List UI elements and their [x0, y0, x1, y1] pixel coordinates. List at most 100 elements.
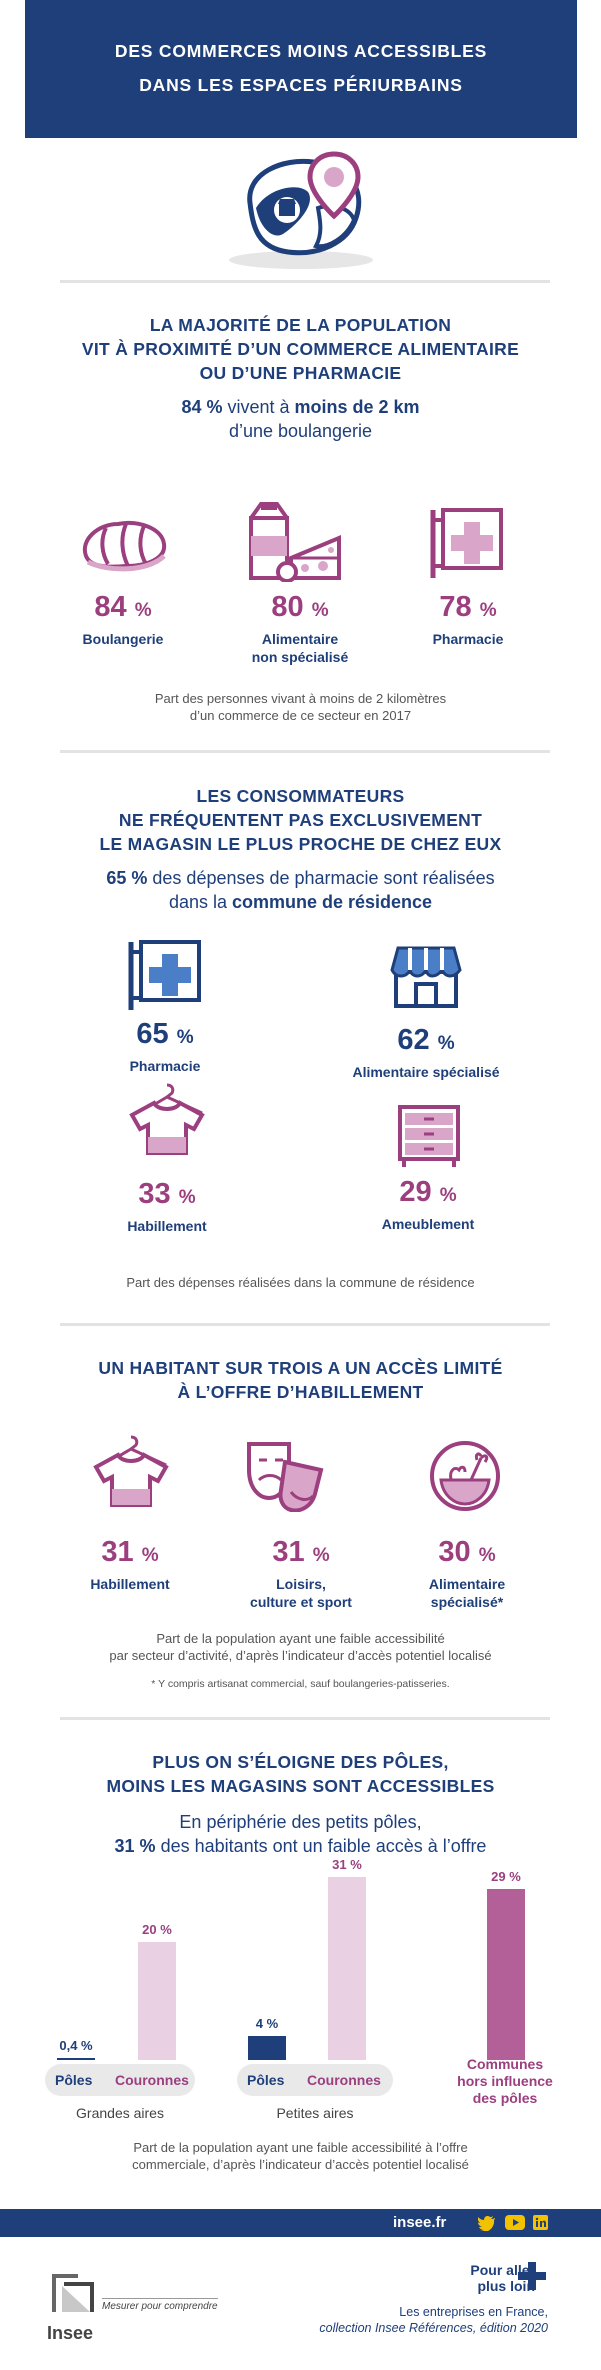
section4-subtitle: En périphérie des petits pôles, 31 % des… [40, 1810, 561, 1858]
twitter-icon[interactable] [478, 2215, 496, 2231]
bar-communes-hors-influence [487, 1888, 525, 2060]
section2-title: LES CONSOMMATEURS NE FRÉQUENTENT PAS EXC… [40, 784, 561, 856]
category-pill-grandes-aires: Pôles Couronnes [45, 2064, 195, 2096]
category-label-line: Communes [466, 2056, 544, 2072]
stat-label: Pharmacie [432, 631, 504, 647]
stat-label: Alimentaire spécialisé [352, 1064, 500, 1080]
dresser-icon [398, 1105, 460, 1167]
stat-pharmacie: 78 % Pharmacie [378, 590, 558, 648]
stat-boulangerie: 84 % Boulangerie [33, 590, 213, 648]
stat-value: 62 % [336, 1023, 516, 1061]
stat-unit: % [178, 1187, 196, 1208]
pharmacy-sign-icon [128, 940, 201, 1010]
stat-label: Pharmacie [129, 1058, 201, 1074]
stat-alimentaire-specialise-acces: 30 % Alimentaire spécialisé* [377, 1535, 557, 1611]
insee-tagline: Mesurer pour comprendre [102, 2298, 218, 2312]
group-label-grandes-aires: Grandes aires [76, 2105, 164, 2121]
more-info-line: plus loin [477, 2278, 535, 2294]
section3-caption: Part de la population ayant une faible a… [40, 1630, 561, 1664]
section1-subtitle: 84 % vivent à moins de 2 km d’une boulan… [40, 395, 561, 443]
bar-value-label: 4 % [255, 2016, 279, 2032]
category-label-communes: Communes hors influence des pôles [435, 2056, 575, 2107]
subtitle-highlight: moins de 2 km [294, 397, 420, 417]
subtitle-highlight: commune de résidence [231, 892, 433, 912]
stat-value: 84 % [33, 590, 213, 628]
stat-number: 29 [399, 1176, 432, 1208]
bar-petites-poles [248, 2036, 286, 2060]
stat-loisirs: 31 % Loisirs, culture et sport [211, 1535, 391, 1611]
section2-subtitle: 65 % des dépenses de pharmacie sont réal… [40, 866, 561, 914]
reference-line: collection Insee Références, édition 202… [319, 2321, 548, 2335]
caption-line: par secteur d’activité, d’après l’indica… [109, 1648, 492, 1663]
section3-title-line: À L’OFFRE D’HABILLEMENT [177, 1382, 424, 1402]
divider [60, 1717, 550, 1720]
stat-label: Ameublement [381, 1216, 475, 1232]
bar-petites-couronnes [328, 1877, 366, 2060]
stat-number: 31 [272, 1536, 305, 1568]
stat-number: 31 [101, 1536, 134, 1568]
bar-value-label: 0,4 % [59, 2037, 93, 2053]
accessibility-bar-chart: 0,4 % 20 % 4 % 31 % 29 % Pôles Couronnes… [0, 1857, 601, 2121]
stat-number: 62 [397, 1024, 430, 1056]
category-label-poles: Pôles [247, 2072, 285, 2088]
site-link[interactable]: insee.fr [393, 2214, 447, 2231]
reference-line: Les entreprises en France, [399, 2305, 548, 2319]
insee-logo-icon [50, 2270, 96, 2320]
header-line-1: DES COMMERCES MOINS ACCESSIBLES [114, 41, 488, 61]
bar-value-label: 31 % [332, 1857, 362, 1873]
vegetable-bowl-icon [430, 1441, 500, 1511]
stat-number: 33 [138, 1178, 171, 1210]
stat-unit: % [176, 1027, 194, 1048]
divider [60, 750, 550, 753]
subtitle-text: dans la [168, 892, 232, 912]
section2-title-line: LE MAGASIN LE PLUS PROCHE DE CHEZ EUX [99, 834, 502, 854]
footer-bar: insee.fr [0, 2209, 601, 2237]
caption-line: Part de la population ayant une faible a… [133, 2140, 468, 2155]
stat-label: Habillement [127, 1218, 207, 1234]
section1-title: LA MAJORITÉ DE LA POPULATION VIT À PROXI… [40, 313, 561, 385]
category-label-line: hors influence [457, 2073, 553, 2089]
category-label-line: des pôles [472, 2090, 538, 2106]
reference-text: Les entreprises en France, collection In… [290, 2304, 548, 2336]
stat-unit: % [437, 1033, 455, 1054]
stat-label: spécialisé* [430, 1594, 504, 1610]
stat-label: Habillement [90, 1576, 170, 1592]
stat-unit: % [311, 600, 329, 621]
tshirt-icon [93, 1435, 169, 1507]
subtitle-highlight: 84 % [181, 397, 223, 417]
linkedin-icon[interactable] [533, 2215, 548, 2230]
stat-label: non spécialisé [251, 649, 349, 665]
section1-title-line: LA MAJORITÉ DE LA POPULATION [149, 315, 452, 335]
stat-number: 65 [136, 1018, 169, 1050]
caption-line: Part de la population ayant une faible a… [156, 1631, 445, 1646]
plus-icon[interactable] [518, 2262, 546, 2290]
stat-number: 78 [439, 591, 472, 623]
section1-title-line: OU D’UNE PHARMACIE [199, 363, 402, 383]
subtitle-text: vivent à [222, 397, 295, 417]
stat-value: 33 % [77, 1177, 257, 1215]
category-label-couronnes: Couronnes [307, 2072, 381, 2088]
stat-value: 31 % [40, 1535, 220, 1573]
caption-line: Part des personnes vivant à moins de 2 k… [154, 691, 447, 706]
subtitle-text: En périphérie des petits pôles, [179, 1812, 422, 1832]
section4-title-line: PLUS ON S’ÉLOIGNE DES PÔLES, [152, 1752, 449, 1772]
section2-caption: Part des dépenses réalisées dans la comm… [126, 1275, 475, 1290]
youtube-icon[interactable] [505, 2215, 525, 2230]
stat-value: 78 % [378, 590, 558, 628]
stat-ameublement: 29 % Ameublement [338, 1175, 518, 1233]
stat-value: 65 % [75, 1017, 255, 1055]
category-pill-petites-aires: Pôles Couronnes [237, 2064, 393, 2096]
page-header: DES COMMERCES MOINS ACCESSIBLES DANS LES… [25, 0, 577, 138]
section2-title-line: LES CONSOMMATEURS [196, 786, 405, 806]
stat-value: 80 % [210, 590, 390, 628]
tshirt-icon [129, 1083, 205, 1155]
bar-grandes-poles [57, 2057, 95, 2060]
stat-unit: % [479, 600, 497, 621]
subtitle-text: d’une boulangerie [228, 421, 373, 441]
header-line-2: DANS LES ESPACES PÉRIURBAINS [139, 75, 463, 95]
section4-caption: Part de la population ayant une faible a… [40, 2139, 561, 2173]
bar-value-label: 20 % [142, 1922, 172, 1937]
section3-title: UN HABITANT SUR TROIS A UN ACCÈS LIMITÉ … [40, 1356, 561, 1404]
insee-logo-text: Insee [47, 2323, 94, 2343]
section1-caption: Part des personnes vivant à moins de 2 k… [40, 690, 561, 724]
